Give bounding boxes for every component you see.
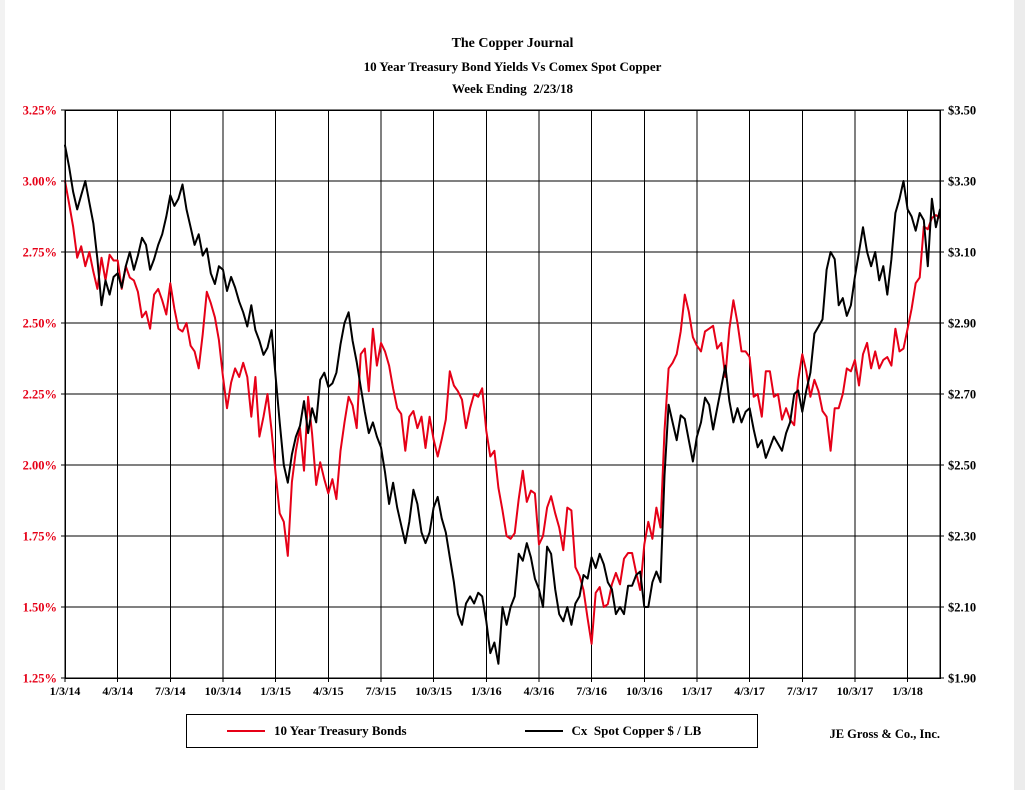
legend-label-treasury: 10 Year Treasury Bonds	[274, 723, 407, 738]
title-block: The Copper Journal 10 Year Treasury Bond…	[0, 0, 1025, 97]
right-axis-label: $2.50	[948, 459, 976, 473]
treasury-line-swatch	[227, 730, 265, 732]
x-axis-label: 4/3/17	[734, 684, 765, 698]
x-axis-label: 4/3/16	[524, 684, 555, 698]
left-axis-label: 1.25%	[23, 672, 57, 686]
x-axis-label: 10/3/15	[415, 684, 452, 698]
x-axis-label: 1/3/17	[682, 684, 713, 698]
left-axis-label: 3.25%	[23, 104, 57, 118]
right-axis-label: $3.50	[948, 104, 976, 118]
legend-label-copper: Cx Spot Copper $ / LB	[571, 723, 702, 738]
right-axis-label: $2.10	[948, 601, 976, 615]
x-axis-label: 7/3/17	[787, 684, 818, 698]
x-axis-label: 4/3/15	[313, 684, 344, 698]
legend-item-copper: Cx Spot Copper $ / LB	[524, 723, 702, 739]
x-axis-label: 7/3/14	[155, 684, 186, 698]
right-axis-labels: $3.50 $3.30 $3.10 $2.90 $2.70 $2.50 $2.30 $2.10…	[948, 104, 976, 686]
copper-line-swatch	[524, 730, 563, 732]
x-axis-labels: 1/3/14 4/3/14 7/3/14 10/3/14 1/3/15 4/3/15 7/3…	[50, 684, 923, 698]
x-axis-label: 1/3/18	[892, 684, 923, 698]
right-axis-label: $3.30	[948, 175, 976, 189]
treasury-series-line	[64, 180, 941, 645]
left-axis-label: 2.25%	[23, 388, 57, 402]
chart-legend: 10 Year Treasury Bonds Cx Spot Copper $ …	[186, 714, 758, 748]
right-axis-label: $2.30	[948, 530, 976, 544]
left-axis-label: 2.75%	[23, 246, 57, 260]
gridlines	[64, 109, 940, 679]
left-axis-label: 2.50%	[23, 317, 57, 331]
right-axis-label: $3.10	[948, 246, 976, 260]
copper-series-line	[64, 144, 941, 665]
right-axis-label: $2.90	[948, 317, 976, 331]
x-axis-label: 7/3/15	[366, 684, 397, 698]
legend-item-treasury: 10 Year Treasury Bonds	[227, 723, 407, 739]
left-axis-label: 1.50%	[23, 601, 57, 615]
window-edge-right	[1014, 0, 1025, 790]
x-axis-label: 1/3/14	[50, 684, 81, 698]
left-axis-labels: 3.25% 3.00% 2.75% 2.50% 2.25% 2.00% 1.75% 1.50%…	[23, 104, 57, 686]
x-axis-label: 10/3/14	[205, 684, 242, 698]
x-axis-label: 10/3/17	[837, 684, 874, 698]
left-axis-label: 1.75%	[23, 530, 57, 544]
right-axis-label: $2.70	[948, 388, 976, 402]
right-axis-label: $1.90	[948, 672, 976, 686]
left-axis-label: 2.00%	[23, 459, 57, 473]
chart-week-ending: Week Ending 2/23/18	[452, 81, 573, 96]
x-axis-label: 4/3/14	[102, 684, 133, 698]
window-edge-left	[0, 0, 5, 790]
chart-subtitle: 10 Year Treasury Bond Yields Vs Comex Sp…	[363, 59, 662, 74]
company-name: JE Gross & Co., Inc.	[829, 727, 940, 741]
dual-axis-line-chart: 3.25% 3.00% 2.75% 2.50% 2.25% 2.00% 1.75% 1.50%…	[23, 104, 977, 699]
x-axis-label: 10/3/16	[626, 684, 663, 698]
x-axis-label: 1/3/15	[260, 684, 291, 698]
left-axis-label: 3.00%	[23, 175, 57, 189]
plot-border	[64, 109, 941, 679]
chart-title: The Copper Journal	[451, 36, 574, 51]
x-axis-label: 7/3/16	[576, 684, 607, 698]
x-axis-label: 1/3/16	[471, 684, 502, 698]
